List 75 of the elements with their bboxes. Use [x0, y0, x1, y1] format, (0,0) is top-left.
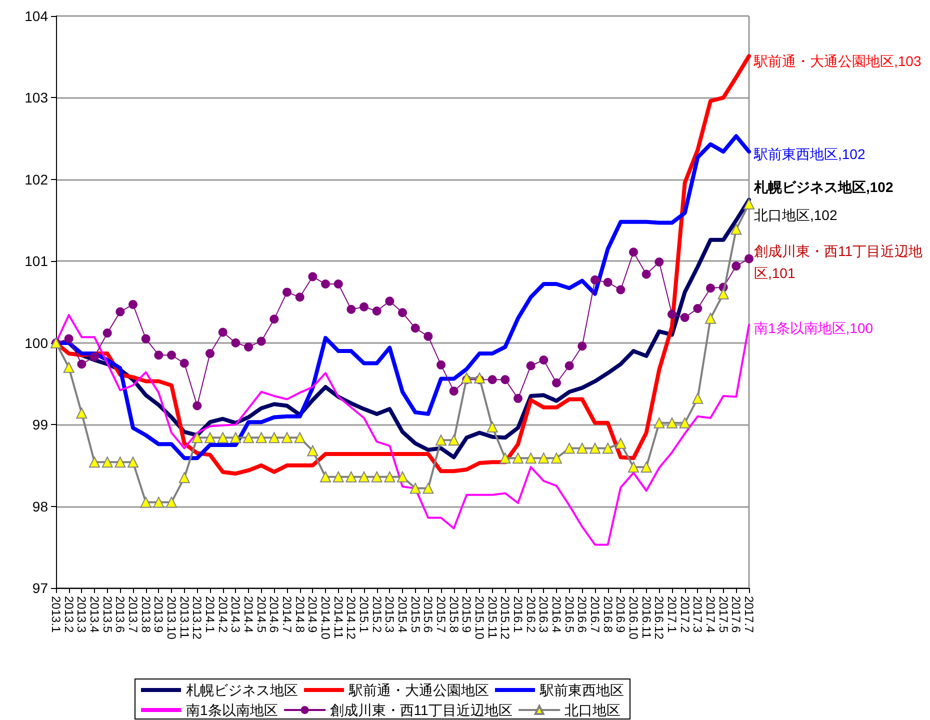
x-tick-label: 2015.9 — [460, 596, 474, 634]
x-tick-label: 2013.11 — [177, 596, 192, 639]
x-tick-label: 2013.2 — [62, 596, 76, 634]
x-tick-label: 2014.1 — [203, 596, 217, 634]
y-tick-label: 101 — [24, 253, 48, 270]
x-tick-label: 2013.8 — [138, 596, 153, 634]
x-tick-label: 2013.12 — [190, 596, 204, 640]
x-tick-label: 2013.4 — [88, 596, 102, 634]
x-tick-label: 2014.4 — [242, 596, 256, 634]
x-tick-label: 2015.10 — [472, 596, 486, 640]
x-tick-label: 2013.5 — [100, 596, 114, 634]
x-tick-label: 2017.3 — [690, 596, 705, 634]
x-tick-label: 2013.1 — [49, 596, 63, 634]
y-tick-label: 104 — [24, 8, 48, 24]
legend-label: 札幌ビジネス地区 — [186, 682, 298, 698]
x-tick-label: 2013.7 — [126, 596, 140, 634]
x-tick-label: 2016.10 — [626, 596, 640, 640]
x-tick-label: 2017.2 — [678, 596, 692, 634]
x-tick-label: 2015.4 — [396, 596, 410, 634]
x-tick-label: 2016.2 — [524, 596, 538, 634]
x-tick-label: 2016.4 — [550, 596, 564, 634]
x-tick-label: 2017.7 — [742, 596, 756, 634]
x-tick-label: 2015.12 — [498, 596, 512, 640]
x-tick-label: 2014.7 — [280, 596, 294, 634]
legend-label: 駅前東西地区 — [539, 682, 624, 698]
x-tick-label: 2015.8 — [446, 596, 461, 634]
x-tick-label: 2015.11 — [485, 596, 500, 639]
x-tick-label: 2014.5 — [254, 596, 268, 634]
legend-label: 駅前通・大通公園地区 — [348, 682, 489, 698]
x-tick-label: 2016.1 — [511, 596, 525, 634]
x-tick-label: 2016.6 — [575, 596, 590, 634]
x-tick-label: 2016.7 — [588, 596, 602, 634]
y-tick-label: 99 — [32, 416, 48, 433]
x-tick-label: 2013.3 — [74, 596, 89, 634]
x-tick-label: 2015.7 — [434, 596, 448, 634]
text: 創成川東・西11丁目近辺地区,101 — [754, 243, 923, 281]
x-tick-label: 2013.9 — [152, 596, 166, 634]
x-tick-label: 2015.1 — [357, 596, 371, 634]
text: 札幌ビジネス地区,102 — [753, 179, 894, 195]
y-tick-label: 97 — [32, 580, 48, 596]
x-tick-label: 2016.8 — [600, 596, 615, 634]
y-tick-label: 98 — [32, 498, 48, 514]
text: 駅前通・大通公園地区,103 — [753, 53, 922, 69]
x-tick-label: 2014.2 — [216, 596, 230, 634]
text: 南1条以南地区,100 — [754, 320, 874, 336]
x-tick-label: 2016.12 — [652, 596, 666, 640]
x-tick-label: 2017.6 — [729, 596, 744, 634]
x-tick-label: 2017.4 — [704, 596, 718, 634]
x-tick-label: 2014.11 — [331, 596, 346, 639]
x-tick-label: 2014.8 — [292, 596, 307, 634]
text: 北口地区,102 — [754, 207, 838, 223]
x-tick-label: 2014.3 — [228, 596, 243, 634]
x-tick-label: 2016.5 — [562, 596, 576, 634]
legend-label: 創成川東・西11丁目近辺地区 — [330, 702, 512, 718]
x-tick-label: 2016.3 — [536, 596, 551, 634]
text: 駅前東西地区,102 — [753, 146, 866, 162]
x-tick-label: 2015.6 — [421, 596, 436, 634]
x-tick-label: 2013.6 — [113, 596, 128, 634]
legend-label: 南1条以南地区 — [186, 702, 278, 718]
x-tick-label: 2014.10 — [318, 596, 332, 640]
y-tick-label: 100 — [24, 334, 48, 351]
y-tick-label: 102 — [24, 171, 48, 188]
x-tick-label: 2015.3 — [382, 596, 397, 634]
x-tick-label: 2015.2 — [370, 596, 384, 634]
x-tick-label: 2014.9 — [306, 596, 320, 634]
x-tick-label: 2015.5 — [408, 596, 422, 634]
x-tick-label: 2016.9 — [614, 596, 628, 634]
x-tick-label: 2017.1 — [665, 596, 679, 634]
legend-label: 北口地区 — [564, 702, 620, 718]
x-tick-label: 2014.6 — [267, 596, 282, 634]
x-tick-label: 2016.11 — [639, 596, 654, 639]
x-tick-label: 2017.5 — [716, 596, 730, 634]
y-tick-label: 103 — [24, 90, 48, 106]
x-tick-label: 2014.12 — [344, 596, 358, 640]
x-tick-label: 2013.10 — [164, 596, 178, 640]
